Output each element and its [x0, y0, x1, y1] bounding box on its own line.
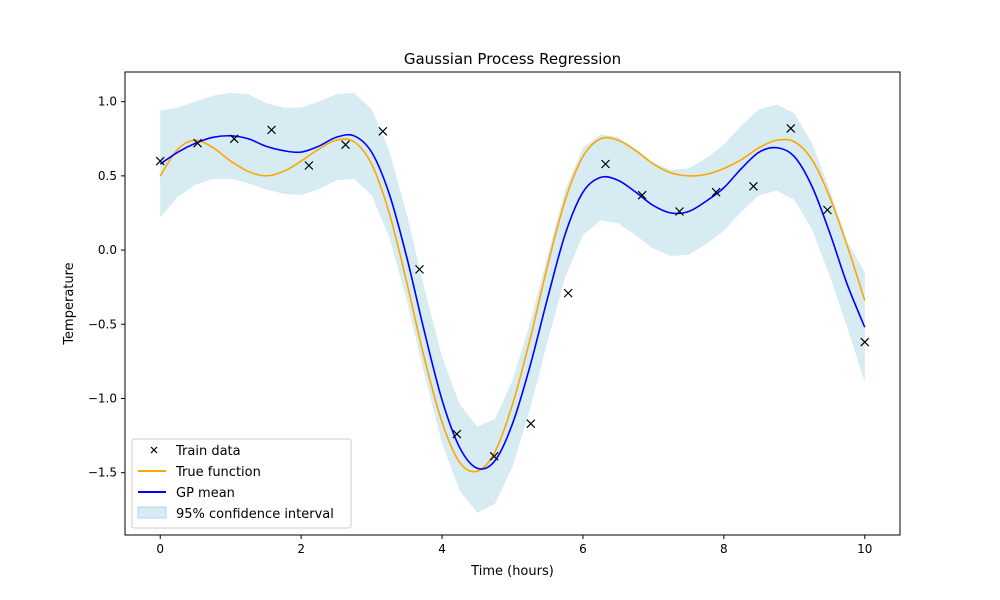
train-marker-stroke: [415, 264, 424, 274]
train-marker-stroke: [155, 156, 165, 166]
gp-mean-line: [159, 133, 866, 470]
train-data-point: [193, 138, 202, 148]
train-data-point: [860, 337, 870, 347]
train-marker-stroke: [304, 161, 314, 170]
train-data-point: [601, 159, 610, 169]
y-tick-label: −1.0: [88, 391, 117, 405]
y-tick-label: 1.0: [98, 95, 117, 109]
train-marker-stroke: [563, 288, 573, 298]
x-tick-label: 8: [720, 542, 728, 556]
train-data-point: [229, 134, 239, 144]
x-tick-label: 10: [857, 542, 872, 556]
train-marker-stroke: [341, 140, 350, 150]
x-tick-label: 4: [438, 542, 446, 556]
x-axis-label: Time (hours): [470, 564, 554, 579]
train-marker-stroke: [711, 187, 721, 197]
train-marker-stroke: [637, 190, 647, 200]
train-data-point: [637, 190, 647, 200]
train-data-point: [341, 140, 350, 150]
train-marker-stroke: [675, 207, 684, 216]
train-data-point: [675, 207, 684, 216]
legend-box: [131, 438, 352, 529]
legend-label-train: Train data: [175, 444, 241, 459]
x-tick-label: 6: [579, 542, 587, 556]
true-function-line: [159, 136, 866, 473]
x-tick-label: 0: [156, 542, 164, 556]
confidence-band: [160, 92, 865, 513]
train-marker-stroke: [489, 451, 499, 461]
train-marker-stroke: [193, 138, 202, 148]
train-marker-stroke: [452, 429, 462, 439]
train-marker-stroke: [786, 123, 796, 133]
train-data-point: [786, 123, 796, 133]
plot-frame: [124, 71, 901, 536]
train-data-point: [304, 161, 314, 170]
train-marker-stroke: [823, 205, 832, 215]
legend-label-confidence: 95% confidence interval: [176, 507, 334, 522]
legend: Train data True function GP mean 95% con…: [131, 438, 352, 529]
train-data-point: [823, 205, 832, 215]
train-data-point: [563, 288, 573, 298]
y-tick-label: 0.0: [98, 243, 117, 257]
legend-label-gp-mean: GP mean: [176, 486, 235, 501]
y-axis-label: Temperature: [62, 262, 77, 345]
train-data-point: [489, 451, 499, 461]
train-marker-stroke: [267, 125, 276, 135]
train-marker-stroke: [749, 181, 758, 191]
train-marker-stroke: [378, 126, 388, 136]
train-marker-stroke: [601, 159, 610, 169]
y-tick-label: −0.5: [88, 317, 117, 331]
x-tick-label: 2: [297, 542, 305, 556]
legend-label-true-function: True function: [175, 465, 261, 480]
train-data-point: [267, 125, 276, 135]
train-data-point: [711, 187, 721, 197]
y-tick-label: −1.5: [88, 466, 117, 480]
train-marker-stroke: [526, 419, 536, 429]
train-data-point: [155, 156, 165, 166]
train-marker-stroke: [860, 337, 870, 347]
train-data-point: [749, 181, 758, 191]
chart-title: Gaussian Process Regression: [404, 50, 621, 68]
legend-marker-train: [150, 446, 158, 454]
train-data-point: [526, 419, 536, 429]
y-axis: 1.0 0.5 0.0 −0.5 −1.0 −1.5: [88, 95, 125, 480]
legend-patch-confidence: [137, 506, 167, 519]
train-marker-stroke: [229, 134, 239, 144]
plot-area: [155, 92, 870, 513]
train-data-point: [378, 126, 388, 136]
y-tick-label: 0.5: [98, 169, 117, 183]
train-data-point: [452, 429, 462, 439]
train-data-point: [415, 264, 424, 274]
x-axis: 0 2 4 6 8 10: [156, 535, 872, 556]
